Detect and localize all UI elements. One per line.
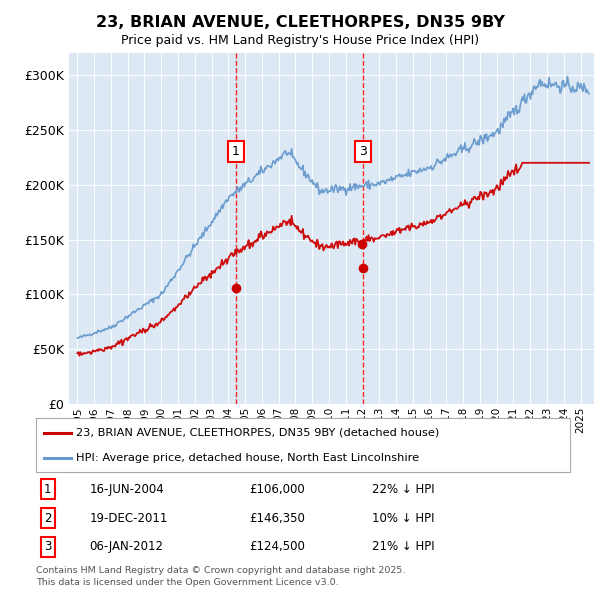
Text: 2: 2 bbox=[44, 512, 52, 525]
Text: 21% ↓ HPI: 21% ↓ HPI bbox=[373, 540, 435, 553]
Text: 22% ↓ HPI: 22% ↓ HPI bbox=[373, 483, 435, 496]
Text: 3: 3 bbox=[359, 145, 367, 158]
Text: 1: 1 bbox=[232, 145, 240, 158]
Text: 23, BRIAN AVENUE, CLEETHORPES, DN35 9BY (detached house): 23, BRIAN AVENUE, CLEETHORPES, DN35 9BY … bbox=[76, 428, 439, 438]
Text: 06-JAN-2012: 06-JAN-2012 bbox=[89, 540, 163, 553]
Text: Contains HM Land Registry data © Crown copyright and database right 2025.: Contains HM Land Registry data © Crown c… bbox=[36, 566, 406, 575]
Text: 3: 3 bbox=[44, 540, 52, 553]
Text: This data is licensed under the Open Government Licence v3.0.: This data is licensed under the Open Gov… bbox=[36, 578, 338, 587]
Text: 19-DEC-2011: 19-DEC-2011 bbox=[89, 512, 168, 525]
Text: Price paid vs. HM Land Registry's House Price Index (HPI): Price paid vs. HM Land Registry's House … bbox=[121, 34, 479, 47]
Text: HPI: Average price, detached house, North East Lincolnshire: HPI: Average price, detached house, Nort… bbox=[76, 454, 419, 463]
Text: £146,350: £146,350 bbox=[250, 512, 305, 525]
Text: 1: 1 bbox=[44, 483, 52, 496]
Text: 16-JUN-2004: 16-JUN-2004 bbox=[89, 483, 164, 496]
Text: £106,000: £106,000 bbox=[250, 483, 305, 496]
Text: £124,500: £124,500 bbox=[250, 540, 305, 553]
Text: 10% ↓ HPI: 10% ↓ HPI bbox=[373, 512, 435, 525]
Text: 23, BRIAN AVENUE, CLEETHORPES, DN35 9BY: 23, BRIAN AVENUE, CLEETHORPES, DN35 9BY bbox=[95, 15, 505, 30]
